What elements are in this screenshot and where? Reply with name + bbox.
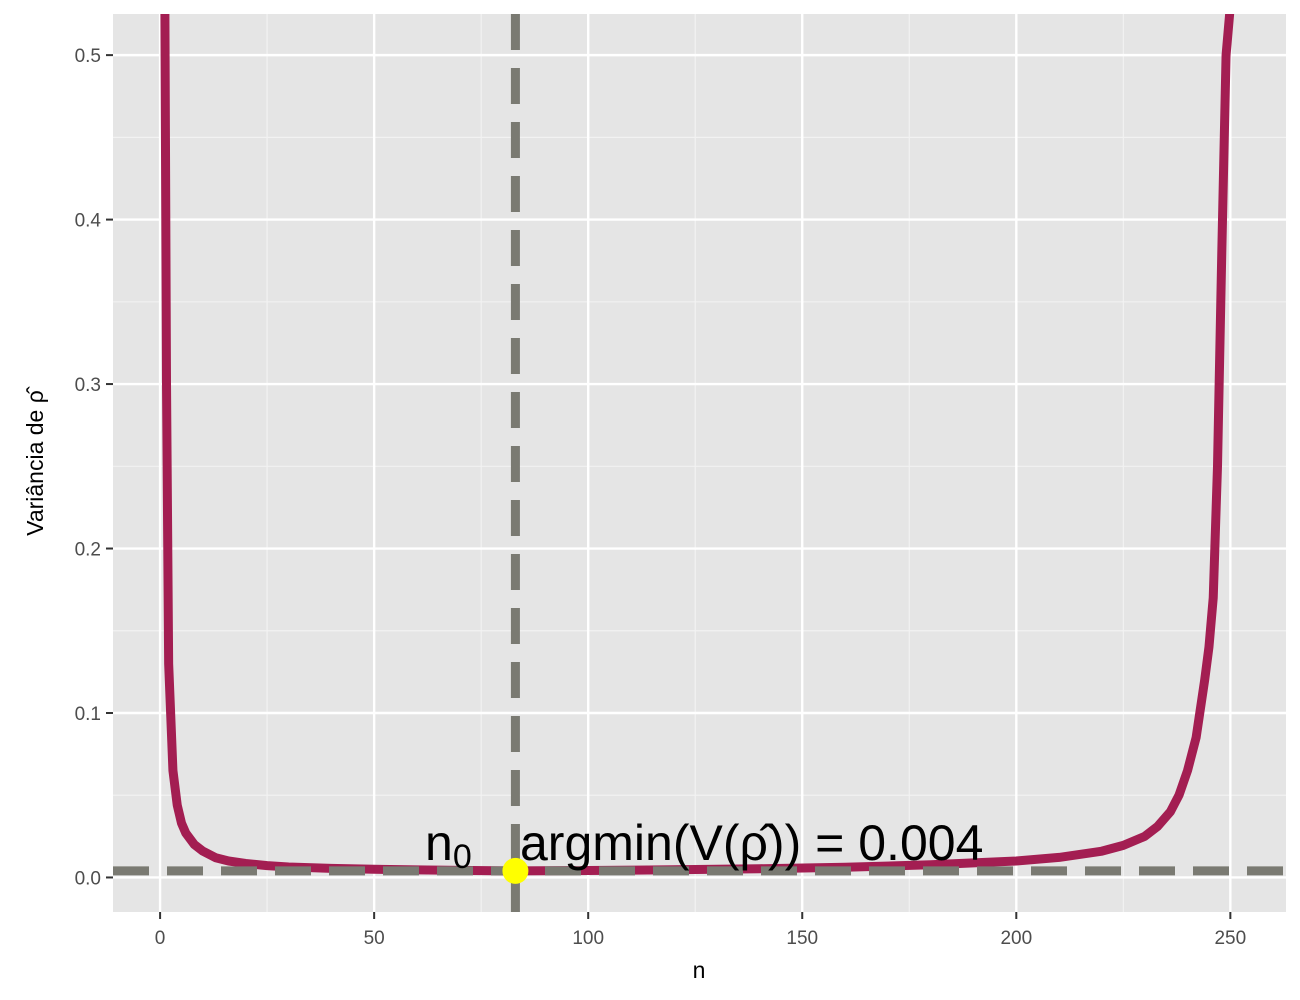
- y-tick-label: 0.1: [75, 704, 101, 725]
- y-tick-label: 0.5: [75, 46, 101, 67]
- y-axis-title: Variância de ρ̂: [22, 386, 48, 536]
- x-axis-title: n: [693, 957, 706, 983]
- x-tick-label: 50: [364, 928, 385, 949]
- x-tick-label: 0: [155, 928, 166, 949]
- y-tick-label: 0.2: [75, 540, 101, 561]
- x-tick-label: 200: [1000, 928, 1032, 949]
- y-axis: 0.0 0.1 0.2 0.3 0.4 0.5: [75, 46, 113, 889]
- major-gridlines: [113, 14, 1286, 912]
- x-axis: 0 50 100 150 200 250: [155, 912, 1246, 949]
- minor-gridlines: [113, 14, 1286, 912]
- y-tick-label: 0.4: [75, 211, 102, 232]
- x-tick-label: 150: [786, 928, 818, 949]
- plot-panel: [113, 14, 1286, 912]
- n0-annotation: n0: [425, 815, 472, 876]
- x-tick-label: 100: [572, 928, 604, 949]
- minimum-point: [502, 857, 529, 884]
- x-tick-label: 250: [1214, 928, 1246, 949]
- argmin-expression: argmin(V(ρ̂)): [520, 815, 801, 871]
- y-tick-label: 0.0: [75, 868, 101, 889]
- argmin-value: 0.004: [858, 815, 983, 871]
- argmin-annotation: argmin(V(ρ̂)) = 0.004: [520, 815, 983, 871]
- equals-sign: =: [815, 815, 844, 871]
- y-tick-label: 0.3: [75, 375, 101, 396]
